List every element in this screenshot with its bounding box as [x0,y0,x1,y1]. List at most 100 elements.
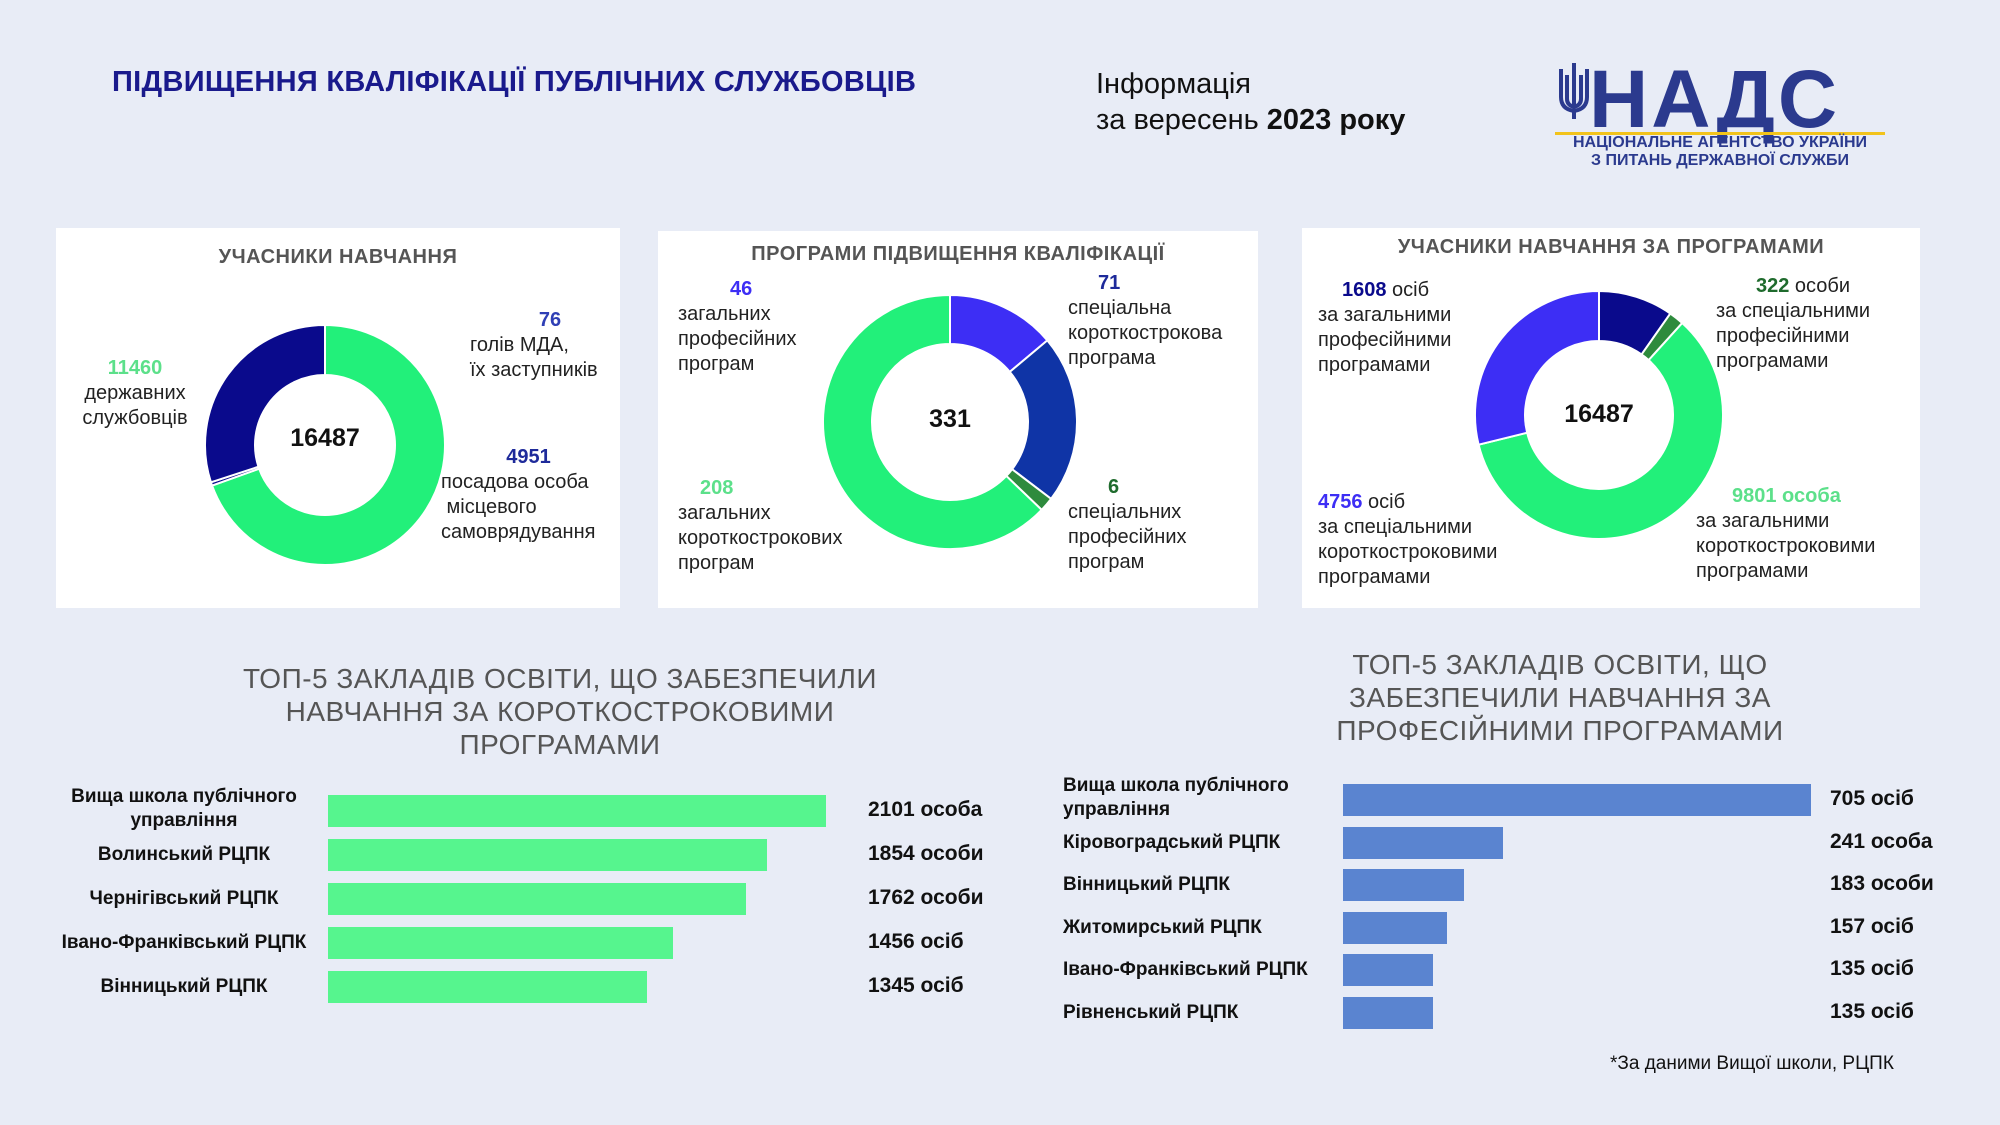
page-title: ПІДВИЩЕННЯ КВАЛІФІКАЦІЇ ПУБЛІЧНИХ СЛУЖБО… [112,66,917,98]
data-label-text: програмами [1318,566,1431,588]
data-label-text: короткострокових [678,527,843,549]
bar-chart-title-line: НАВЧАННЯ ЗА КОРОТКОСТРОКОВИМИ [285,696,835,727]
bar [328,927,674,959]
data-label-text: програмами [1696,560,1809,582]
bar-chart-title-line: ТОП-5 ЗАКЛАДІВ ОСВІТИ, ЩО ЗАБЕЗПЕЧИЛИ [242,663,878,694]
bar-chart-title-line: ТОП-5 ЗАКЛАДІВ ОСВІТИ, ЩО [1352,649,1768,680]
info-period-year: 2023 року [1266,104,1406,136]
bar-category-label: Вища школа публічного управління [1063,775,1289,820]
data-label-text: загальних [678,303,771,325]
bar-category-label: Вінницький РЦПК [100,976,268,997]
data-label-number: 1608 [1342,279,1387,301]
info-line-1: Інформація [1096,68,1252,100]
label-general-short: 208 загальних короткострокових програм [678,476,878,576]
bar [1343,826,1503,859]
label-general-short-participants: 9801 особа за загальними короткострокови… [1696,484,1916,584]
bar-chart-title-line: ЗАБЕЗПЕЧИЛИ НАВЧАННЯ ЗА [1349,682,1771,713]
card-title: ПРОГРАМИ ПІДВИЩЕННЯ КВАЛІФІКАЦІЇ [751,243,1165,265]
bar-value-label: 1345 осіб [868,974,964,997]
bar-category-label: Вища школа публічного управління [71,786,297,831]
data-label-text: місцевого [441,496,537,518]
bar-category-label: Житомирський РЦПК [1063,916,1262,938]
logo-subtitle-line-1: НАЦІОНАЛЬНЕ АГЕНТСТВО УКРАЇНИ [1573,134,1867,151]
donut-total: 16487 [1564,400,1634,428]
info-period-text: за вересень [1096,104,1267,136]
data-label-number: 322 [1756,275,1790,297]
label-civil-servants: 11460 державних службовців [70,356,200,431]
bar-category-label: Волинський РЦПК [97,844,271,865]
donut-slice [204,324,326,484]
bar-category-label: Кіровоградський РЦПК [1063,831,1281,853]
bar-value-label: 1456 осіб [868,930,964,953]
donut-participants [204,324,446,566]
bar-chart-title-line: ПРОГРАМАМИ [459,729,661,760]
bar [328,883,746,915]
label-special-short: 71 спеціальна короткострокова програма [1068,271,1254,371]
donut-slice [1477,321,1724,540]
data-label-text: спеціальна [1068,297,1172,319]
data-label-text: за загальними [1318,304,1452,326]
data-label-value: 46 [730,278,753,300]
bar-value-label: 135 осіб [1830,1000,1914,1023]
donut-total: 331 [929,405,971,433]
bar-value-label: 241 особа [1830,829,1933,853]
label-general-professional: 46 загальних професійних програм [678,277,838,377]
nads-logo: НАДС НАЦІОНАЛЬНЕ АГЕНТСТВО УКРАЇНИ З ПИТ… [1555,55,1890,169]
data-label-text: програмами [1318,354,1431,376]
label-general-professional-participants: 1608 осіб за загальними професійними про… [1318,278,1508,378]
bar [328,839,768,871]
bar-chart-title-short-term: ТОП-5 ЗАКЛАДІВ ОСВІТИ, ЩО ЗАБЕЗПЕЧИЛИ НА… [220,662,900,761]
donut-programs [822,294,1078,550]
data-label-value: 76 [538,309,562,331]
bar [1343,869,1465,902]
data-label-text: державних [84,382,186,404]
bar-category-label: Івано-Франківський РЦПК [61,932,307,953]
data-label-text: за спеціальними [1716,300,1871,322]
label-local-officials: 4951 посадова особа місцевого самоврядув… [441,445,616,545]
trident-icon [1559,63,1589,119]
data-label-unit: особи [1789,275,1851,297]
data-label-text: програм [678,353,755,375]
bar [1343,954,1433,987]
period-info: Інформація за вересень 2023 року [1096,66,1405,138]
logo-subtitle: НАЦІОНАЛЬНЕ АГЕНТСТВО УКРАЇНИ З ПИТАНЬ Д… [1555,122,1885,170]
data-label-unit: осіб [1362,491,1406,513]
bar [328,795,826,827]
donut-slice [1474,290,1600,446]
donut-participants-by-program [1474,290,1724,540]
data-label-text: за спеціальними [1318,516,1473,538]
bar-value-label: 1854 особи [868,842,984,865]
donut-total: 16487 [290,424,360,452]
bar-category-label: Рівненський РЦПК [1063,1002,1239,1023]
card-title: УЧАСНИКИ НАВЧАННЯ [218,246,458,268]
data-label-number: 4756 [1318,491,1363,513]
bar-category-label: Вінницький РЦПК [1063,874,1230,896]
bar-value-label: 183 особи [1830,872,1934,896]
footnote: *За даними Вищої школи, РЦПК [1610,1053,1894,1074]
data-label-text: службовців [82,407,188,429]
card-title: УЧАСНИКИ НАВЧАННЯ ЗА ПРОГРАМАМИ [1397,236,1825,258]
label-special-short-participants: 4756 осіб за спеціальними короткостроков… [1318,490,1548,590]
data-label-text: самоврядування [441,521,596,543]
bar [328,971,647,1003]
data-label-value: 4951 [506,446,551,468]
logo-subtitle-line-2: З ПИТАНЬ ДЕРЖАВНОЇ СЛУЖБИ [1590,152,1850,169]
bar [1343,784,1811,816]
data-label-text: посадова особа [441,471,589,493]
data-label-text: програм [1068,551,1145,573]
bar-chart-title-line: ПРОФЕСІЙНИМИ ПРОГРАМАМИ [1336,715,1784,746]
data-label-text: загальних [678,502,771,524]
logo-divider [1555,132,1885,135]
donut-slice [210,324,446,566]
bar-value-label: 2101 особа [868,798,983,821]
data-label-value: 6 [1108,476,1120,498]
data-label-value: 208 [700,477,734,499]
donut-slice [822,294,1044,550]
data-label-text: спеціальних [1068,501,1182,523]
bar-value-label: 705 осіб [1830,787,1914,810]
bar-value-label: 157 осіб [1830,914,1914,938]
data-label-value: 71 [1098,272,1121,294]
data-label-text: програма [1068,347,1156,369]
bar-chart-title-professional: ТОП-5 ЗАКЛАДІВ ОСВІТИ, ЩО ЗАБЕЗПЕЧИЛИ НА… [1260,648,1860,747]
label-special-professional-participants: 322 особи за спеціальними професійними п… [1716,274,1916,374]
